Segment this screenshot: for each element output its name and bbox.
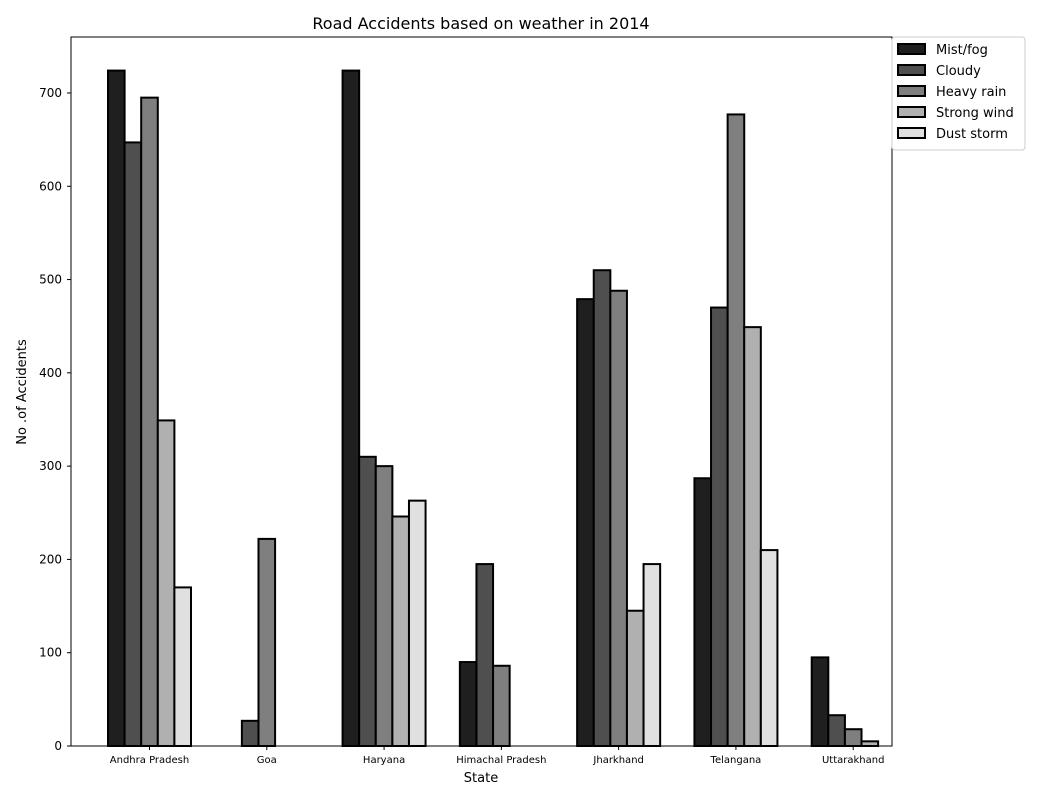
- x-tick-label: Haryana: [363, 755, 405, 766]
- bar: [576, 298, 595, 747]
- legend-label: Strong wind: [936, 106, 1014, 121]
- x-tick-label: Jharkhand: [592, 755, 643, 766]
- y-tick-label: 400: [39, 366, 62, 380]
- x-tick-label: Uttarakhand: [822, 755, 884, 766]
- bar: [609, 289, 628, 747]
- bar: [173, 586, 192, 747]
- bar: [492, 664, 511, 748]
- bar: [107, 69, 126, 747]
- bar: [810, 656, 830, 747]
- x-tick-label: Goa: [257, 755, 277, 766]
- y-tick-label: 300: [39, 459, 62, 473]
- bar: [843, 728, 863, 747]
- x-tick-label: Himachal Pradesh: [456, 755, 546, 766]
- x-axis-label: State: [464, 771, 498, 786]
- legend: Mist/fog Cloudy Heavy rain Strong wind Dust …: [891, 36, 1026, 151]
- bar: [391, 515, 410, 747]
- legend-swatch: [897, 43, 926, 55]
- bar: [341, 69, 361, 747]
- bar: [123, 141, 143, 747]
- bar: [759, 549, 779, 747]
- legend-label: Dust storm: [936, 127, 1008, 142]
- bar: [860, 740, 880, 747]
- bar: [625, 609, 645, 748]
- legend-label: Cloudy: [936, 64, 981, 79]
- legend-swatch: [897, 106, 926, 118]
- bar: [827, 714, 846, 748]
- x-tick-label: Telangana: [710, 755, 762, 766]
- legend-swatch: [897, 85, 926, 97]
- legend-label: Heavy rain: [936, 85, 1006, 100]
- legend-swatch: [897, 64, 926, 76]
- chart-title: Road Accidents based on weather in 2014: [312, 14, 649, 33]
- y-axis-label: No .of Accidents: [15, 339, 30, 445]
- y-tick-label: 700: [39, 86, 62, 100]
- y-tick-label: 500: [39, 273, 62, 287]
- y-tick-label: 200: [39, 552, 62, 566]
- bar: [257, 537, 277, 747]
- plot-area: Andhra Pradesh Goa Haryana Himachal Pradesh…: [39, 36, 893, 766]
- bar: [743, 326, 762, 747]
- bar: [710, 306, 729, 747]
- bar: [358, 455, 377, 747]
- bar: [475, 563, 495, 747]
- bar: [642, 563, 662, 747]
- bar: [407, 499, 427, 747]
- bar: [726, 113, 746, 748]
- bar: [140, 96, 159, 747]
- bar: [592, 269, 612, 747]
- bar: [240, 719, 260, 747]
- x-tick-label: Andhra Pradesh: [110, 755, 189, 766]
- bar: [458, 661, 478, 748]
- bar: [374, 465, 394, 747]
- y-tick-label: 600: [39, 179, 62, 193]
- bar: [693, 477, 713, 747]
- legend-swatch: [897, 127, 926, 139]
- y-tick-label: 0: [54, 739, 62, 753]
- y-tick-label: 100: [39, 646, 62, 660]
- legend-label: Mist/fog: [936, 43, 988, 58]
- bar: [156, 419, 176, 747]
